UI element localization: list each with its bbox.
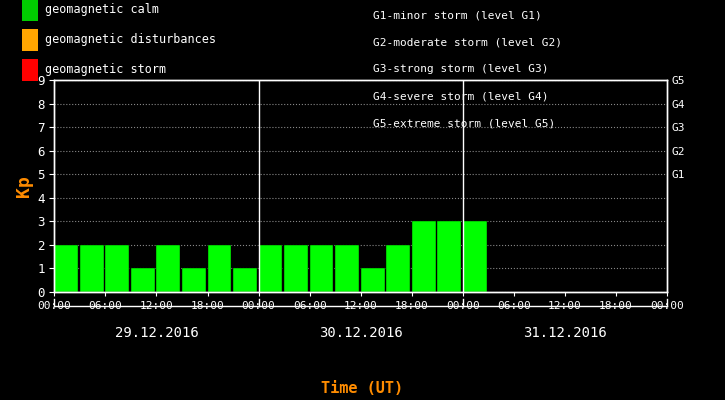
Text: geomagnetic disturbances: geomagnetic disturbances <box>45 34 216 46</box>
Bar <box>386 245 410 292</box>
Bar <box>463 221 486 292</box>
Bar <box>233 268 257 292</box>
Bar <box>182 268 206 292</box>
Bar <box>157 245 181 292</box>
Bar <box>105 245 129 292</box>
Y-axis label: Kp: Kp <box>15 175 33 197</box>
Text: 31.12.2016: 31.12.2016 <box>523 326 607 340</box>
Text: G3-strong storm (level G3): G3-strong storm (level G3) <box>373 64 549 74</box>
Text: 29.12.2016: 29.12.2016 <box>115 326 199 340</box>
Text: G5-extreme storm (level G5): G5-extreme storm (level G5) <box>373 119 555 129</box>
Text: G1-minor storm (level G1): G1-minor storm (level G1) <box>373 10 542 20</box>
Bar <box>207 245 231 292</box>
Bar <box>284 245 308 292</box>
Text: geomagnetic storm: geomagnetic storm <box>45 64 166 76</box>
Text: geomagnetic calm: geomagnetic calm <box>45 4 159 16</box>
Text: Time (UT): Time (UT) <box>321 381 404 396</box>
Text: G2-moderate storm (level G2): G2-moderate storm (level G2) <box>373 37 563 47</box>
Bar <box>437 221 461 292</box>
Bar <box>412 221 436 292</box>
Bar <box>131 268 154 292</box>
Text: G4-severe storm (level G4): G4-severe storm (level G4) <box>373 92 549 102</box>
Bar <box>310 245 334 292</box>
Bar <box>360 268 384 292</box>
Bar <box>259 245 283 292</box>
Text: 30.12.2016: 30.12.2016 <box>319 326 402 340</box>
Bar <box>335 245 359 292</box>
Bar <box>80 245 104 292</box>
Bar <box>54 245 78 292</box>
